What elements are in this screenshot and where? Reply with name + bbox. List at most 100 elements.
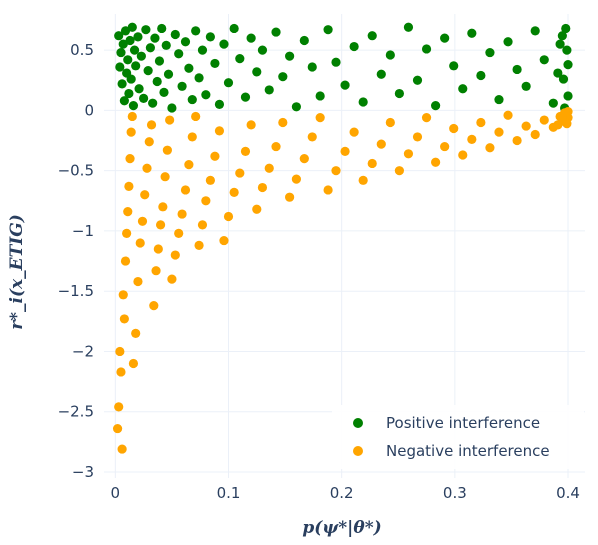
y-axis-title: r*_i(x_ETIG) (7, 214, 27, 330)
data-point (159, 87, 169, 97)
data-point (127, 111, 137, 122)
data-point (555, 39, 565, 49)
data-point (117, 444, 127, 454)
data-point (539, 115, 549, 125)
data-point (494, 94, 504, 105)
legend[interactable]: Positive interference Negative interferen… (332, 405, 584, 469)
data-point (358, 97, 368, 107)
data-point (146, 120, 157, 130)
x-tick-label: 0.3 (443, 484, 467, 502)
y-tick-label: −1.5 (58, 282, 94, 300)
data-point (367, 31, 377, 41)
data-point (467, 134, 477, 144)
data-point (154, 56, 165, 66)
data-point (126, 127, 136, 137)
data-point (135, 238, 145, 248)
data-point (114, 402, 124, 412)
data-point (449, 61, 459, 71)
legend-label[interactable]: Negative interference (386, 442, 550, 460)
data-point (530, 129, 540, 140)
data-point (229, 187, 239, 197)
data-point (240, 146, 251, 156)
data-point (235, 53, 245, 64)
data-point (421, 44, 432, 54)
data-point (117, 79, 127, 89)
data-point (162, 145, 172, 155)
x-tick-label: 0 (111, 484, 121, 502)
data-point (119, 314, 129, 324)
data-point (170, 29, 180, 40)
x-tick-label: 0.1 (217, 484, 241, 502)
data-point (131, 328, 141, 338)
data-point (340, 80, 350, 90)
data-point (240, 92, 251, 102)
data-point (561, 23, 571, 34)
data-point (421, 113, 432, 123)
data-point (149, 301, 159, 311)
data-point (123, 207, 133, 217)
data-point (141, 25, 151, 35)
data-point (119, 96, 129, 106)
data-point (557, 31, 567, 41)
data-point (180, 37, 191, 47)
data-point (548, 98, 558, 108)
data-point (299, 35, 309, 46)
data-point (331, 166, 341, 176)
data-point (458, 150, 468, 160)
data-point (201, 90, 211, 100)
legend-marker (353, 418, 363, 428)
data-point (349, 41, 359, 52)
data-points (112, 22, 573, 454)
data-point (167, 274, 177, 284)
data-point (124, 181, 134, 191)
y-tick-label: −0.5 (58, 162, 94, 180)
data-point (246, 33, 256, 43)
data-point (123, 55, 133, 65)
data-point (150, 33, 160, 43)
data-point (191, 26, 201, 36)
x-axis-title: p(ψ*|θ*) (302, 518, 381, 538)
data-point (403, 149, 414, 159)
data-point (115, 62, 125, 72)
data-point (558, 74, 569, 84)
data-point (539, 55, 549, 65)
tick-labels: 0 0.1 0.2 0.3 0.4 0.5 0 −0.5 −1 −1.5 −2 −2.5 −3 (58, 41, 580, 502)
data-point (148, 98, 158, 108)
data-point (521, 121, 531, 131)
series-negative (112, 107, 573, 454)
data-point (494, 127, 504, 137)
data-point (197, 45, 208, 55)
data-point (246, 120, 256, 130)
legend-background (332, 405, 584, 469)
data-point (219, 39, 229, 49)
data-point (299, 154, 309, 164)
data-point (563, 91, 573, 101)
data-point (235, 168, 245, 178)
data-point (139, 93, 149, 103)
y-tick-label: 0.5 (70, 41, 94, 59)
data-point (122, 228, 132, 238)
data-point (201, 196, 211, 206)
data-point (127, 22, 137, 32)
data-point (160, 172, 170, 182)
y-tick-label: −1 (72, 222, 94, 240)
data-point (174, 228, 184, 238)
data-point (271, 141, 281, 152)
data-point (291, 102, 301, 112)
data-point (116, 47, 126, 58)
data-point (563, 60, 573, 70)
data-point (152, 76, 162, 87)
data-point (205, 32, 215, 42)
data-point (137, 216, 148, 226)
data-point (116, 367, 126, 377)
data-point (385, 117, 395, 128)
y-tick-label: −2 (72, 342, 94, 360)
data-point (440, 141, 450, 152)
data-point (467, 28, 477, 38)
data-point (184, 63, 194, 73)
data-point (323, 185, 333, 195)
data-point (349, 127, 359, 137)
data-point (412, 132, 423, 142)
data-point (376, 69, 386, 79)
legend-label[interactable]: Positive interference (386, 414, 540, 432)
